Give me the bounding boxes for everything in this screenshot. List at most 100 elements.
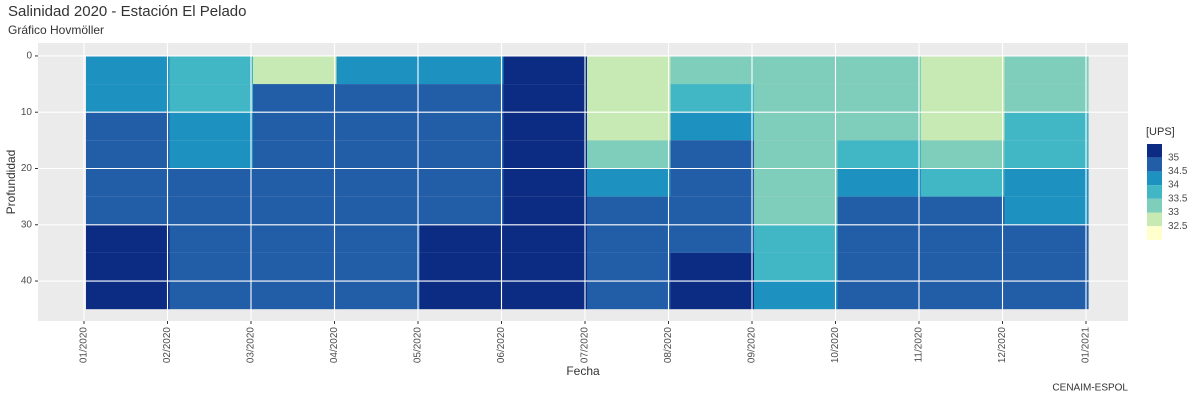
contour-cell bbox=[86, 55, 171, 85]
x-tick-label: 04/2020 bbox=[329, 327, 340, 364]
contour-cell bbox=[754, 224, 839, 253]
contour-cell bbox=[587, 112, 672, 141]
contour-cell bbox=[921, 84, 1006, 113]
contour-cell bbox=[921, 281, 1006, 310]
contour-cell bbox=[754, 168, 839, 197]
contour-cell bbox=[169, 252, 254, 282]
contour-cell bbox=[754, 84, 839, 113]
contour-cell bbox=[587, 168, 672, 197]
contour-cell bbox=[670, 112, 755, 141]
legend-label: 34.5 bbox=[1168, 166, 1188, 177]
contour-cell bbox=[1004, 84, 1089, 113]
contour-cell bbox=[253, 55, 338, 85]
contour-cell bbox=[503, 281, 588, 310]
contour-cell bbox=[86, 281, 171, 310]
contour-cell bbox=[253, 112, 338, 141]
contour-cell bbox=[86, 224, 171, 253]
contour-cell bbox=[670, 140, 755, 169]
legend-swatch bbox=[1147, 185, 1162, 199]
y-tick-label: 30 bbox=[21, 219, 33, 230]
contour-cell bbox=[837, 112, 922, 141]
contour-cell bbox=[837, 252, 922, 282]
legend-label: 32.5 bbox=[1168, 221, 1188, 232]
contour-cell bbox=[587, 224, 672, 253]
contour-cell bbox=[253, 224, 338, 253]
x-tick-label: 05/2020 bbox=[413, 327, 424, 364]
contour-cell bbox=[670, 55, 755, 85]
contour-cell bbox=[420, 55, 505, 85]
contour-cell bbox=[1004, 281, 1089, 310]
contour-cell bbox=[837, 140, 922, 169]
contour-cell bbox=[754, 55, 839, 85]
contour-cell bbox=[336, 196, 421, 225]
contour-cell bbox=[837, 224, 922, 253]
contour-cell bbox=[837, 281, 922, 310]
x-tick-label: 10/2020 bbox=[830, 327, 841, 364]
contour-cell bbox=[420, 252, 505, 282]
contour-cell bbox=[420, 224, 505, 253]
contour-cell bbox=[587, 84, 672, 113]
x-tick-label: 06/2020 bbox=[496, 327, 507, 364]
contour-cell bbox=[837, 55, 922, 85]
contour-cell bbox=[169, 55, 254, 85]
contour-cell bbox=[169, 84, 254, 113]
contour-cell bbox=[1004, 196, 1089, 225]
contour-cell bbox=[503, 252, 588, 282]
x-tick-label: 09/2020 bbox=[747, 327, 758, 364]
contour-cell bbox=[754, 140, 839, 169]
x-tick-label: 03/2020 bbox=[246, 327, 257, 364]
legend-label: 33 bbox=[1168, 207, 1180, 218]
contour-cell bbox=[587, 140, 672, 169]
y-tick-label: 0 bbox=[26, 51, 32, 62]
contour-cell bbox=[921, 196, 1006, 225]
legend-title: [UPS] bbox=[1146, 126, 1175, 138]
y-tick-label: 10 bbox=[21, 107, 33, 118]
contour-cell bbox=[336, 112, 421, 141]
contour-cell bbox=[1004, 224, 1089, 253]
x-tick-label: 02/2020 bbox=[162, 327, 173, 364]
contour-cell bbox=[921, 252, 1006, 282]
y-tick-label: 40 bbox=[21, 276, 33, 287]
legend-label: 35 bbox=[1168, 152, 1180, 163]
contour-cell bbox=[420, 196, 505, 225]
contour-cell bbox=[420, 168, 505, 197]
contour-cell bbox=[670, 224, 755, 253]
contour-cell bbox=[86, 84, 171, 113]
legend-swatch bbox=[1147, 171, 1162, 186]
x-axis-label: Fecha bbox=[566, 364, 600, 378]
legend-label: 33.5 bbox=[1168, 193, 1188, 204]
y-axis-label: Profundidad bbox=[4, 150, 18, 215]
contour-cell bbox=[921, 140, 1006, 169]
legend-swatch bbox=[1147, 212, 1162, 227]
contour-cell bbox=[169, 196, 254, 225]
contour-cell bbox=[86, 196, 171, 225]
contour-cell bbox=[86, 140, 171, 169]
x-tick-label: 08/2020 bbox=[663, 327, 674, 364]
contour-cell bbox=[86, 112, 171, 141]
x-tick-label: 01/2021 bbox=[1081, 327, 1092, 364]
contour-cell bbox=[253, 252, 338, 282]
contour-cell bbox=[336, 84, 421, 113]
contour-cell bbox=[253, 168, 338, 197]
contour-cell bbox=[837, 196, 922, 225]
contour-cell bbox=[670, 84, 755, 113]
contour-cell bbox=[420, 84, 505, 113]
legend-swatch bbox=[1147, 144, 1162, 158]
legend-label: 34 bbox=[1168, 180, 1180, 191]
contour-cell bbox=[921, 168, 1006, 197]
contour-cell bbox=[503, 84, 588, 113]
x-tick-label: 01/2020 bbox=[79, 327, 90, 364]
contour-cell bbox=[1004, 112, 1089, 141]
contour-cell bbox=[670, 252, 755, 282]
contour-cell bbox=[503, 140, 588, 169]
caption: CENAIM-ESPOL bbox=[1052, 383, 1128, 394]
x-tick-label: 12/2020 bbox=[997, 327, 1008, 364]
contour-cell bbox=[670, 196, 755, 225]
contour-cell bbox=[503, 112, 588, 141]
contour-cell bbox=[587, 252, 672, 282]
contour-cell bbox=[1004, 168, 1089, 197]
contour-cell bbox=[336, 281, 421, 310]
contour-cell bbox=[169, 140, 254, 169]
contour-cell bbox=[837, 84, 922, 113]
